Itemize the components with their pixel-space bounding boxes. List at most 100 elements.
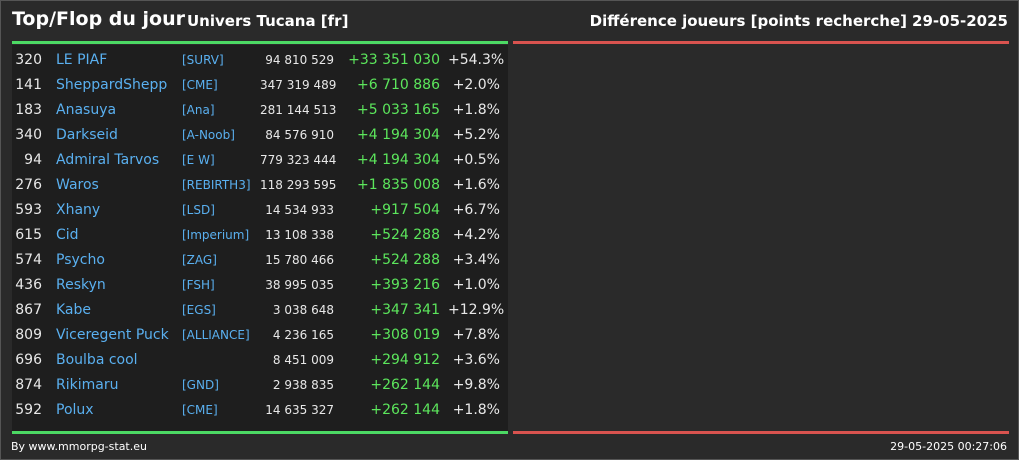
player-points: 94 810 529 — [265, 53, 334, 67]
percent-change: +1.8% — [452, 402, 500, 418]
player-rank: 867 — [15, 302, 42, 318]
table-row: 340 Darkseid [A-Noob] 84 576 910 +4 194 304 +… — [12, 123, 508, 148]
player-name-link[interactable]: Anasuya — [56, 102, 117, 118]
player-name-link[interactable]: Viceregent Puck — [56, 327, 169, 343]
points-difference: +262 144 — [370, 377, 440, 393]
table-row: 320 LE PIAF [SURV] 94 810 529 +33 351 030 +54… — [12, 48, 508, 73]
percent-change: +3.4% — [452, 252, 500, 268]
points-difference: +4 194 304 — [357, 127, 440, 143]
percent-change: +1.0% — [452, 277, 500, 293]
points-difference: +33 351 030 — [348, 52, 440, 68]
alliance-tag-link[interactable]: [REBIRTH3] — [182, 178, 251, 192]
points-difference: +308 019 — [370, 327, 440, 343]
player-name-link[interactable]: Admiral Tarvos — [56, 152, 160, 168]
percent-change: +5.2% — [452, 127, 500, 143]
player-points: 118 293 595 — [260, 178, 337, 192]
player-rank: 340 — [15, 127, 42, 143]
universe-label: Univers Tucana [fr] — [187, 12, 349, 30]
percent-change: +9.8% — [452, 377, 500, 393]
alliance-tag-link[interactable]: [E W] — [182, 153, 215, 167]
percent-change: +54.3% — [448, 52, 505, 68]
alliance-tag-link[interactable]: [EGS] — [182, 303, 216, 317]
player-points: 84 576 910 — [265, 128, 334, 142]
player-rank: 320 — [15, 52, 42, 68]
header-date: 29-05-2025 — [912, 12, 1008, 30]
top-gainers-table: 320 LE PIAF [SURV] 94 810 529 +33 351 030 +54… — [12, 45, 508, 431]
percent-change: +1.6% — [452, 177, 500, 193]
points-difference: +524 288 — [370, 252, 440, 268]
generated-timestamp: 29-05-2025 00:27:06 — [890, 440, 1007, 453]
alliance-tag-link[interactable]: [LSD] — [182, 203, 215, 217]
table-row: 436 Reskyn [FSH] 38 995 035 +393 216 +1.0% — [12, 273, 508, 298]
points-difference: +6 710 886 — [357, 77, 440, 93]
top-accent-bar-lower — [12, 431, 508, 434]
player-name-link[interactable]: Rikimaru — [56, 377, 119, 393]
points-difference: +393 216 — [370, 277, 440, 293]
percent-change: +4.2% — [452, 227, 500, 243]
player-name-link[interactable]: Waros — [56, 177, 99, 193]
player-name-link[interactable]: Boulba cool — [56, 352, 138, 368]
alliance-tag-link[interactable]: [FSH] — [182, 278, 215, 292]
player-rank: 183 — [15, 102, 42, 118]
player-rank: 574 — [15, 252, 42, 268]
flop-accent-bar-upper — [513, 41, 1009, 44]
player-points: 15 780 466 — [265, 253, 334, 267]
flop-losers-table — [513, 45, 1009, 431]
alliance-tag-link[interactable]: [Imperium] — [182, 228, 250, 242]
player-points: 3 038 648 — [272, 303, 334, 317]
alliance-tag-link[interactable]: [A-Noob] — [182, 128, 235, 142]
alliance-tag-link[interactable]: [ZAG] — [182, 253, 217, 267]
alliance-tag-link[interactable]: [ALLIANCE] — [182, 328, 250, 342]
player-name-link[interactable]: Polux — [56, 402, 94, 418]
site-credit-link[interactable]: By www.mmorpg-stat.eu — [11, 440, 147, 453]
player-points: 14 534 933 — [265, 203, 334, 217]
header: Top/Flop du jour Univers Tucana [fr] Dif… — [1, 1, 1019, 41]
player-points: 2 938 835 — [272, 378, 334, 392]
player-name-link[interactable]: Reskyn — [56, 277, 106, 293]
percent-change: +6.7% — [452, 202, 500, 218]
top-accent-bar-upper — [12, 41, 508, 44]
player-rank: 436 — [15, 277, 42, 293]
points-difference: +347 341 — [370, 302, 440, 318]
page-title: Top/Flop du jour — [12, 8, 185, 30]
table-row: 867 Kabe [EGS] 3 038 648 +347 341 +12.9% — [12, 298, 508, 323]
player-points: 8 451 009 — [272, 353, 334, 367]
player-name-link[interactable]: LE PIAF — [56, 52, 108, 68]
points-difference: +294 912 — [370, 352, 440, 368]
player-name-link[interactable]: Psycho — [56, 252, 105, 268]
player-rank: 276 — [15, 177, 42, 193]
player-rank: 615 — [15, 227, 42, 243]
alliance-tag-link[interactable]: [GND] — [182, 378, 219, 392]
points-difference: +5 033 165 — [357, 102, 440, 118]
table-row: 94 Admiral Tarvos [E W] 779 323 444 +4 194 3… — [12, 148, 508, 173]
table-row: 809 Viceregent Puck [ALLIANCE] 4 236 165 +30… — [12, 323, 508, 348]
table-row: 592 Polux [CME] 14 635 327 +262 144 +1.8% — [12, 398, 508, 423]
alliance-tag-link[interactable]: [CME] — [182, 403, 218, 417]
alliance-tag-link[interactable]: [SURV] — [182, 53, 224, 67]
percent-change: +12.9% — [448, 302, 505, 318]
percent-change: +3.6% — [452, 352, 500, 368]
table-row: 141 SheppardShepp [CME] 347 319 489 +6 710 8… — [12, 73, 508, 98]
table-row: 593 Xhany [LSD] 14 534 933 +917 504 +6.7% — [12, 198, 508, 223]
player-name-link[interactable]: Darkseid — [56, 127, 118, 143]
table-row: 615 Cid [Imperium] 13 108 338 +524 288 +4.2% — [12, 223, 508, 248]
player-name-link[interactable]: Kabe — [56, 302, 92, 318]
alliance-tag-link[interactable]: [CME] — [182, 78, 218, 92]
points-difference: +1 835 008 — [357, 177, 440, 193]
player-points: 281 144 513 — [260, 103, 337, 117]
alliance-tag-link[interactable]: [Ana] — [182, 103, 215, 117]
points-difference: +262 144 — [370, 402, 440, 418]
player-name-link[interactable]: Xhany — [56, 202, 101, 218]
player-points: 13 108 338 — [265, 228, 334, 242]
percent-change: +1.8% — [452, 102, 500, 118]
player-rank: 593 — [15, 202, 42, 218]
table-row: 696 Boulba cool 8 451 009 +294 912 +3.6% — [12, 348, 508, 373]
percent-change: +7.8% — [452, 327, 500, 343]
player-rank: 592 — [15, 402, 42, 418]
player-rank: 809 — [15, 327, 42, 343]
player-name-link[interactable]: Cid — [56, 227, 79, 243]
player-points: 347 319 489 — [260, 78, 337, 92]
points-difference: +4 194 304 — [357, 152, 440, 168]
player-name-link[interactable]: SheppardShepp — [56, 77, 168, 93]
